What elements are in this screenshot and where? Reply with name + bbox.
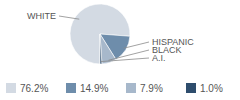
legend: 76.2% 14.9% 7.9% 1.0%	[6, 83, 223, 94]
legend-label: 76.2%	[20, 83, 48, 94]
legend-swatch	[126, 83, 136, 93]
leader-line	[124, 42, 149, 48]
legend-swatch	[66, 83, 76, 93]
chart-container: WHITEHISPANICBLACKA.I. 76.2% 14.9% 7.9% 1.0%	[0, 0, 240, 100]
legend-swatch	[186, 83, 196, 93]
legend-label: 7.9%	[140, 83, 163, 94]
legend-swatch	[6, 83, 16, 93]
legend-label: 14.9%	[80, 83, 108, 94]
leader-line	[59, 16, 79, 19]
pie-slice	[100, 34, 116, 64]
legend-label: 1.0%	[200, 83, 223, 94]
pie	[70, 4, 130, 64]
pie-slice	[100, 34, 102, 64]
leader-line	[101, 58, 149, 62]
category-label: WHITE	[27, 11, 56, 21]
category-label: A.I.	[152, 53, 166, 63]
chart-svg: WHITEHISPANICBLACKA.I. 76.2% 14.9% 7.9% 1.0%	[0, 0, 240, 100]
pie-slice	[70, 4, 130, 64]
labels: WHITEHISPANICBLACKA.I.	[27, 11, 194, 63]
